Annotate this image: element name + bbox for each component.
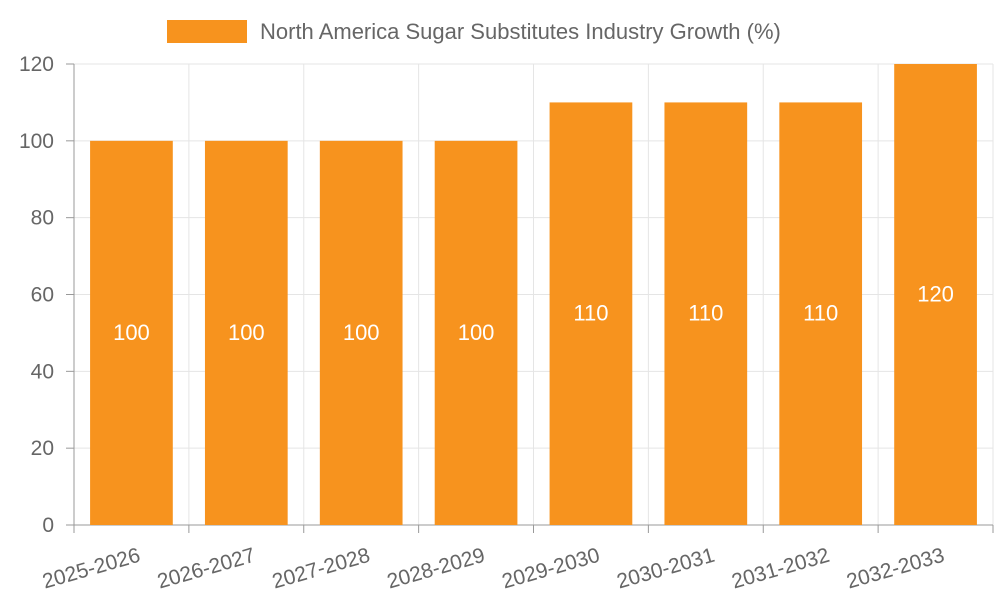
bar-layer xyxy=(90,64,977,526)
bar[interactable] xyxy=(90,140,173,526)
x-tick-label: 2029-2030 xyxy=(499,544,602,594)
legend-swatch[interactable] xyxy=(167,20,247,43)
bar[interactable] xyxy=(779,102,863,526)
legend-label[interactable]: North America Sugar Substitutes Industry… xyxy=(260,19,781,44)
x-tick-label: 2030-2031 xyxy=(614,544,717,594)
bar-value-label: 100 xyxy=(458,320,495,345)
x-tick-label: 2026-2027 xyxy=(155,544,258,594)
bar-value-label: 120 xyxy=(917,282,954,307)
bar-value-label: 110 xyxy=(573,301,608,326)
bar[interactable] xyxy=(664,102,748,526)
y-tick-label: 60 xyxy=(31,284,54,307)
x-tick-label: 2032-2033 xyxy=(844,544,947,594)
x-tick-label: 2028-2029 xyxy=(385,544,488,594)
x-tick-label: 2027-2028 xyxy=(270,544,373,594)
y-tick-label: 120 xyxy=(19,53,54,76)
bar-value-label: 100 xyxy=(343,320,380,345)
legend[interactable]: North America Sugar Substitutes Industry… xyxy=(167,19,781,44)
bar[interactable] xyxy=(204,140,288,526)
bar[interactable] xyxy=(319,140,403,526)
bar[interactable] xyxy=(894,64,977,525)
bar-value-label: 110 xyxy=(688,301,723,326)
bar-value-label: 110 xyxy=(803,301,838,326)
y-tick-label: 80 xyxy=(31,207,54,230)
bar[interactable] xyxy=(434,140,518,526)
y-tick-label: 20 xyxy=(31,437,54,460)
x-tick-label: 2031-2032 xyxy=(729,544,832,594)
x-tick-label: 2025-2026 xyxy=(40,544,143,594)
data-label-layer: 100 100 100 100 110 110 110 120 xyxy=(113,282,954,345)
y-tick-label: 0 xyxy=(42,514,54,537)
bar[interactable] xyxy=(549,102,633,526)
bar-value-label: 100 xyxy=(113,320,150,345)
y-tick-label: 40 xyxy=(31,360,54,383)
bar-value-label: 100 xyxy=(228,320,265,345)
y-tick-label: 100 xyxy=(19,130,54,153)
